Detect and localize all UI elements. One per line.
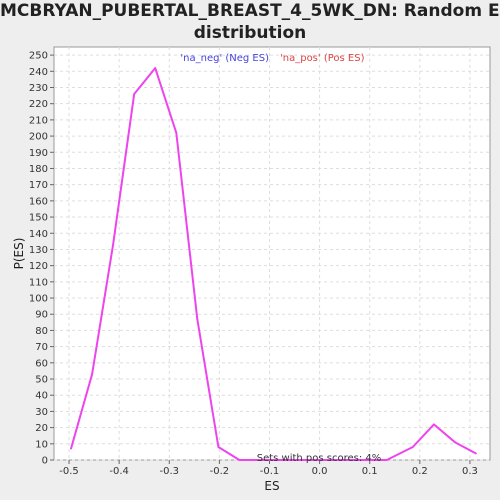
chart-title-line2: distribution: [193, 23, 307, 43]
y-tick-label: 190: [29, 148, 48, 159]
y-tick-label: 210: [29, 115, 48, 126]
data-point: [301, 459, 304, 461]
series-line: [70, 67, 477, 461]
data-point: [70, 447, 72, 450]
legend-item-neg: 'na_neg' (Neg ES): [180, 53, 269, 64]
data-point: [133, 93, 136, 95]
y-tick-label: 40: [35, 391, 48, 402]
data-point: [322, 459, 325, 461]
data-point: [280, 459, 283, 461]
axes: 0 10 20 30 40 50 60 70 80 90 100 110 120 130 140 150 160…: [29, 51, 478, 477]
data-point: [154, 67, 157, 69]
data-point: [238, 459, 241, 461]
y-tick-label: 180: [29, 164, 48, 175]
data-point: [454, 441, 456, 444]
data-point: [475, 452, 477, 455]
y-tick-label: 120: [29, 261, 48, 272]
y-tick-label: 220: [29, 99, 48, 110]
series-layer: [70, 67, 477, 461]
y-tick-label: 160: [29, 196, 48, 207]
x-tick-label: -0.2: [210, 466, 230, 477]
y-axis-label: P(ES): [12, 238, 26, 270]
y-tick-label: 50: [35, 375, 48, 386]
y-tick-label: 250: [29, 51, 48, 62]
y-tick-label: 80: [35, 326, 48, 337]
y-tick-label: 90: [35, 310, 48, 321]
y-tick-label: 60: [35, 358, 48, 369]
data-point: [432, 423, 435, 426]
data-point: [411, 446, 414, 448]
y-tick-label: 70: [35, 342, 48, 353]
y-tick-label: 20: [35, 423, 48, 434]
data-point: [175, 131, 178, 134]
y-tick-label: 240: [29, 67, 48, 78]
y-tick-label: 150: [29, 213, 48, 224]
data-point: [112, 243, 115, 246]
x-tick-label: 0.0: [312, 466, 328, 477]
plot-area: [53, 46, 491, 461]
y-tick-label: 230: [29, 83, 48, 94]
x-tick-label: -0.4: [109, 466, 129, 477]
y-tick-label: 10: [35, 439, 48, 450]
x-tick-label: 0.1: [362, 466, 378, 477]
x-tick-label: -0.3: [160, 466, 180, 477]
pos-scores-annotation: Sets with pos scores: 4%: [257, 453, 382, 464]
y-tick-label: 0: [42, 456, 48, 467]
y-tick-label: 170: [29, 180, 48, 191]
x-tick-label: 0.2: [412, 466, 428, 477]
y-tick-label: 100: [29, 294, 48, 305]
chart-title: MCBRYAN_PUBERTAL_BREAST_4_5WK_DN: Random…: [0, 0, 500, 44]
y-tick-label: 30: [35, 407, 48, 418]
x-tick-label: -0.5: [59, 466, 79, 477]
x-tick-label: -0.1: [260, 466, 280, 477]
y-tick-label: 130: [29, 245, 48, 256]
data-point: [217, 446, 220, 448]
chart-title-line1: MCBRYAN_PUBERTAL_BREAST_4_5WK_DN: Random…: [0, 1, 500, 21]
legend-item-pos: 'na_pos' (Pos ES): [280, 53, 365, 64]
data-point: [385, 459, 388, 461]
data-point: [91, 373, 93, 376]
data-point: [343, 459, 346, 461]
x-axis-label: ES: [264, 479, 279, 493]
y-tick-label: 110: [29, 277, 48, 288]
data-point: [196, 318, 199, 320]
y-tick-label: 140: [29, 229, 48, 240]
data-point: [259, 459, 262, 461]
x-tick-label: 0.3: [462, 466, 478, 477]
grid-lines: [54, 47, 490, 461]
y-tick-label: 200: [29, 132, 48, 143]
data-point: [364, 459, 367, 461]
